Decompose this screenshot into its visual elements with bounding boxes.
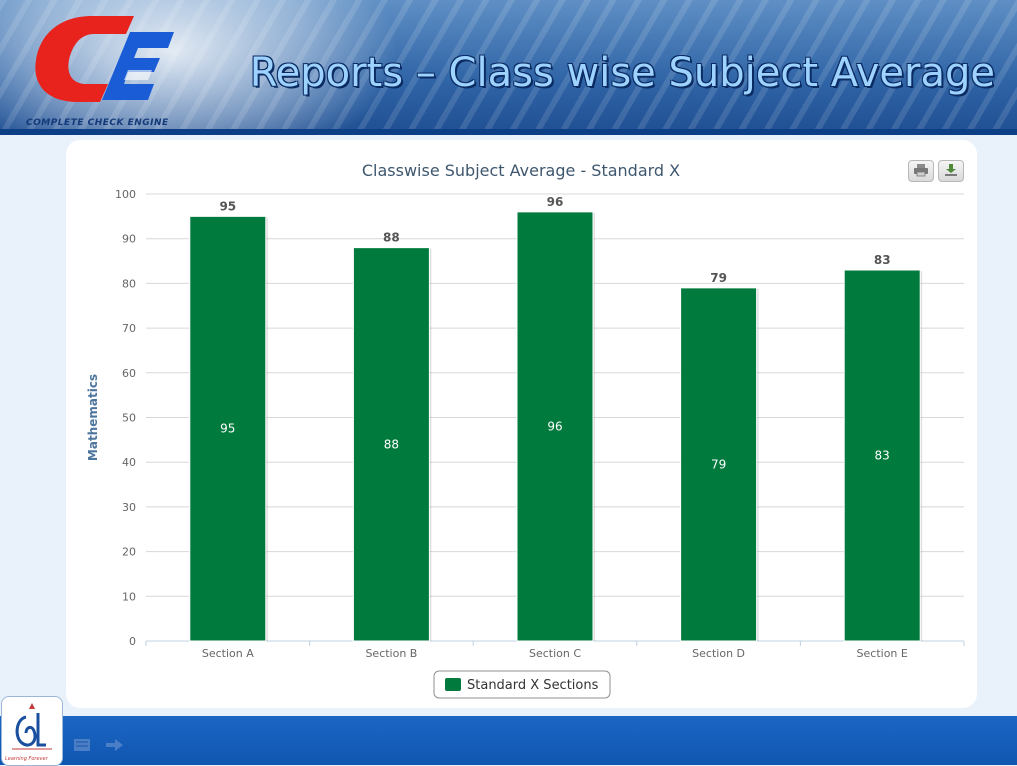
learning-logo-icon — [12, 703, 52, 750]
y-tick-label: 10 — [122, 590, 136, 603]
download-button[interactable] — [938, 160, 964, 182]
bar — [352, 247, 430, 642]
bar-value-label: 88 — [383, 231, 400, 245]
bar-value-label: 96 — [547, 195, 564, 209]
page-title: Reports – Class wise Subject Average — [249, 50, 995, 96]
print-button[interactable] — [908, 160, 934, 182]
y-tick-label: 60 — [122, 367, 136, 380]
footer-bar — [0, 716, 1017, 765]
y-tick-label: 90 — [122, 233, 136, 246]
x-tick-label: Section C — [529, 647, 581, 660]
bar — [189, 215, 267, 642]
bar-value-label: 95 — [219, 199, 236, 213]
bar — [680, 287, 758, 642]
y-tick-label: 70 — [122, 322, 136, 335]
y-tick-label: 20 — [122, 546, 136, 559]
bar-value-label: 83 — [874, 253, 891, 267]
bar-inner-label: 88 — [384, 437, 399, 451]
x-tick-label: Section A — [202, 647, 254, 660]
y-tick-label: 30 — [122, 501, 136, 514]
x-tick-label: Section B — [365, 647, 417, 660]
header-stripes — [0, 0, 1017, 135]
legend-box — [433, 670, 611, 699]
x-tick-label: Section D — [692, 647, 745, 660]
download-icon — [945, 164, 957, 176]
footer-logo-caption: Learning Forever — [5, 756, 48, 762]
print-icon — [914, 164, 928, 177]
bar — [843, 269, 921, 642]
legend-label: Standard X Sections — [467, 678, 599, 693]
logo-caption: Complete Check Engine — [26, 118, 169, 128]
header-banner — [0, 0, 1017, 135]
cc-logo-icon — [35, 16, 174, 102]
header-bottom-band — [0, 129, 1017, 135]
bar-inner-label: 95 — [220, 422, 235, 436]
y-axis-label: Mathematics — [86, 374, 100, 461]
y-tick-label: 50 — [122, 412, 136, 425]
bar-inner-label: 79 — [711, 457, 726, 471]
bar-inner-label: 96 — [547, 419, 562, 433]
bar — [516, 211, 594, 642]
footer-logo — [1, 696, 63, 766]
bar-value-label: 79 — [710, 271, 727, 285]
bar-inner-label: 83 — [875, 448, 890, 462]
y-tick-label: 80 — [122, 277, 136, 290]
slide-menu-icon[interactable] — [74, 738, 90, 752]
chart-title: Classwise Subject Average - Standard X — [362, 161, 680, 180]
next-arrow-icon[interactable] — [106, 738, 124, 752]
x-tick-label: Section E — [857, 647, 908, 660]
legend-swatch — [445, 678, 461, 691]
y-tick-label: 40 — [122, 456, 136, 469]
y-tick-label: 0 — [129, 635, 136, 648]
y-tick-label: 100 — [115, 188, 136, 201]
